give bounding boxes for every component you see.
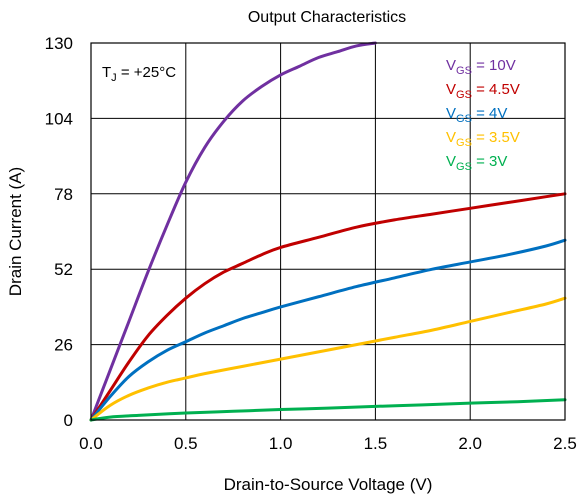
legend-entry-3: VGS = 3.5V [446,129,520,149]
y-tick-label: 52 [54,260,73,279]
legend-entry-2: VGS = 4V [446,105,507,125]
y-tick-label: 78 [54,185,73,204]
legend-main: V [446,81,456,98]
legend-subscript: GS [456,113,472,125]
junction-temperature-annotation: TJ = +25°C [102,64,176,84]
x-tick-label: 2.0 [458,434,482,453]
legend-value: = 4.5V [472,81,520,98]
legend-entry-0: VGS = 10V [446,57,516,77]
legend-main: V [446,105,456,122]
legend-entry-1: VGS = 4.5V [446,81,520,101]
y-tick-label: 26 [54,336,73,355]
legend-subscript: GS [456,161,472,173]
annotation-rest: = +25°C [117,64,177,81]
legend-subscript: GS [456,137,472,149]
grid [90,42,566,421]
y-tick-label: 104 [45,109,73,128]
legend-main: V [446,153,456,170]
y-axis-title: Drain Current (A) [6,167,25,296]
legend-value: = 10V [472,57,516,74]
legend-entry-4: VGS = 3V [446,153,507,173]
series-line-2 [89,238,567,422]
legend-value: = 4V [472,105,507,122]
annotation-main: T [102,64,111,81]
annotation-subscript: J [111,72,117,84]
y-tick-label: 0 [64,411,73,430]
series-line-1 [89,192,567,422]
x-tick-labels: 0.0 0.5 1.0 1.5 2.0 2.5 [79,434,577,453]
x-tick-label: 0.0 [79,434,103,453]
x-tick-label: 1.0 [269,434,293,453]
series-line-3 [89,296,567,422]
x-tick-label: 2.5 [553,434,577,453]
chart-title: Output Characteristics [248,9,406,26]
x-tick-label: 0.5 [174,434,198,453]
y-tick-label: 130 [45,34,73,53]
legend-value: = 3.5V [472,129,520,146]
legend-main: V [446,129,456,146]
legend-subscript: GS [456,65,472,77]
series-line-4 [89,398,567,422]
plot-frame [90,42,566,421]
series-line-0 [89,41,377,422]
legend-subscript: GS [456,89,472,101]
x-tick-label: 1.5 [364,434,388,453]
legend-main: V [446,57,456,74]
series-layer [89,41,567,422]
legend-value: = 3V [472,153,507,170]
y-tick-labels: 0 26 52 78 104 130 [45,34,73,430]
x-axis-title: Drain-to-Source Voltage (V) [224,475,433,494]
